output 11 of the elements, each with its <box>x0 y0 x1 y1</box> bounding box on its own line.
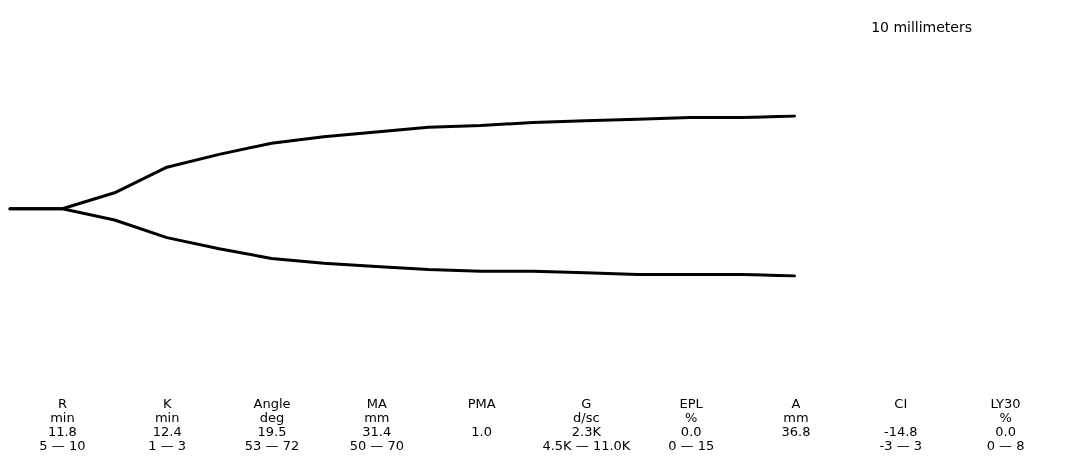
text: PMA 1.0 <box>467 395 496 439</box>
text: R min 11.8 5 — 10 <box>39 395 86 453</box>
text: Angle deg 19.5 53 — 72 <box>244 395 300 453</box>
text: A mm 36.8 <box>781 395 811 439</box>
text: G d/sc 2.3K 4.5K — 11.0K <box>542 395 631 453</box>
text: MA mm 31.4 50 — 70 <box>349 395 404 453</box>
text: LY30 % 0.0 0 — 8 <box>986 395 1025 453</box>
text: K min 12.4 1 — 3 <box>148 395 187 453</box>
text: CI -14.8 -3 — 3 <box>879 395 923 453</box>
text: EPL % 0.0 0 — 15 <box>668 395 715 453</box>
text: 10 millimeters <box>871 19 973 35</box>
